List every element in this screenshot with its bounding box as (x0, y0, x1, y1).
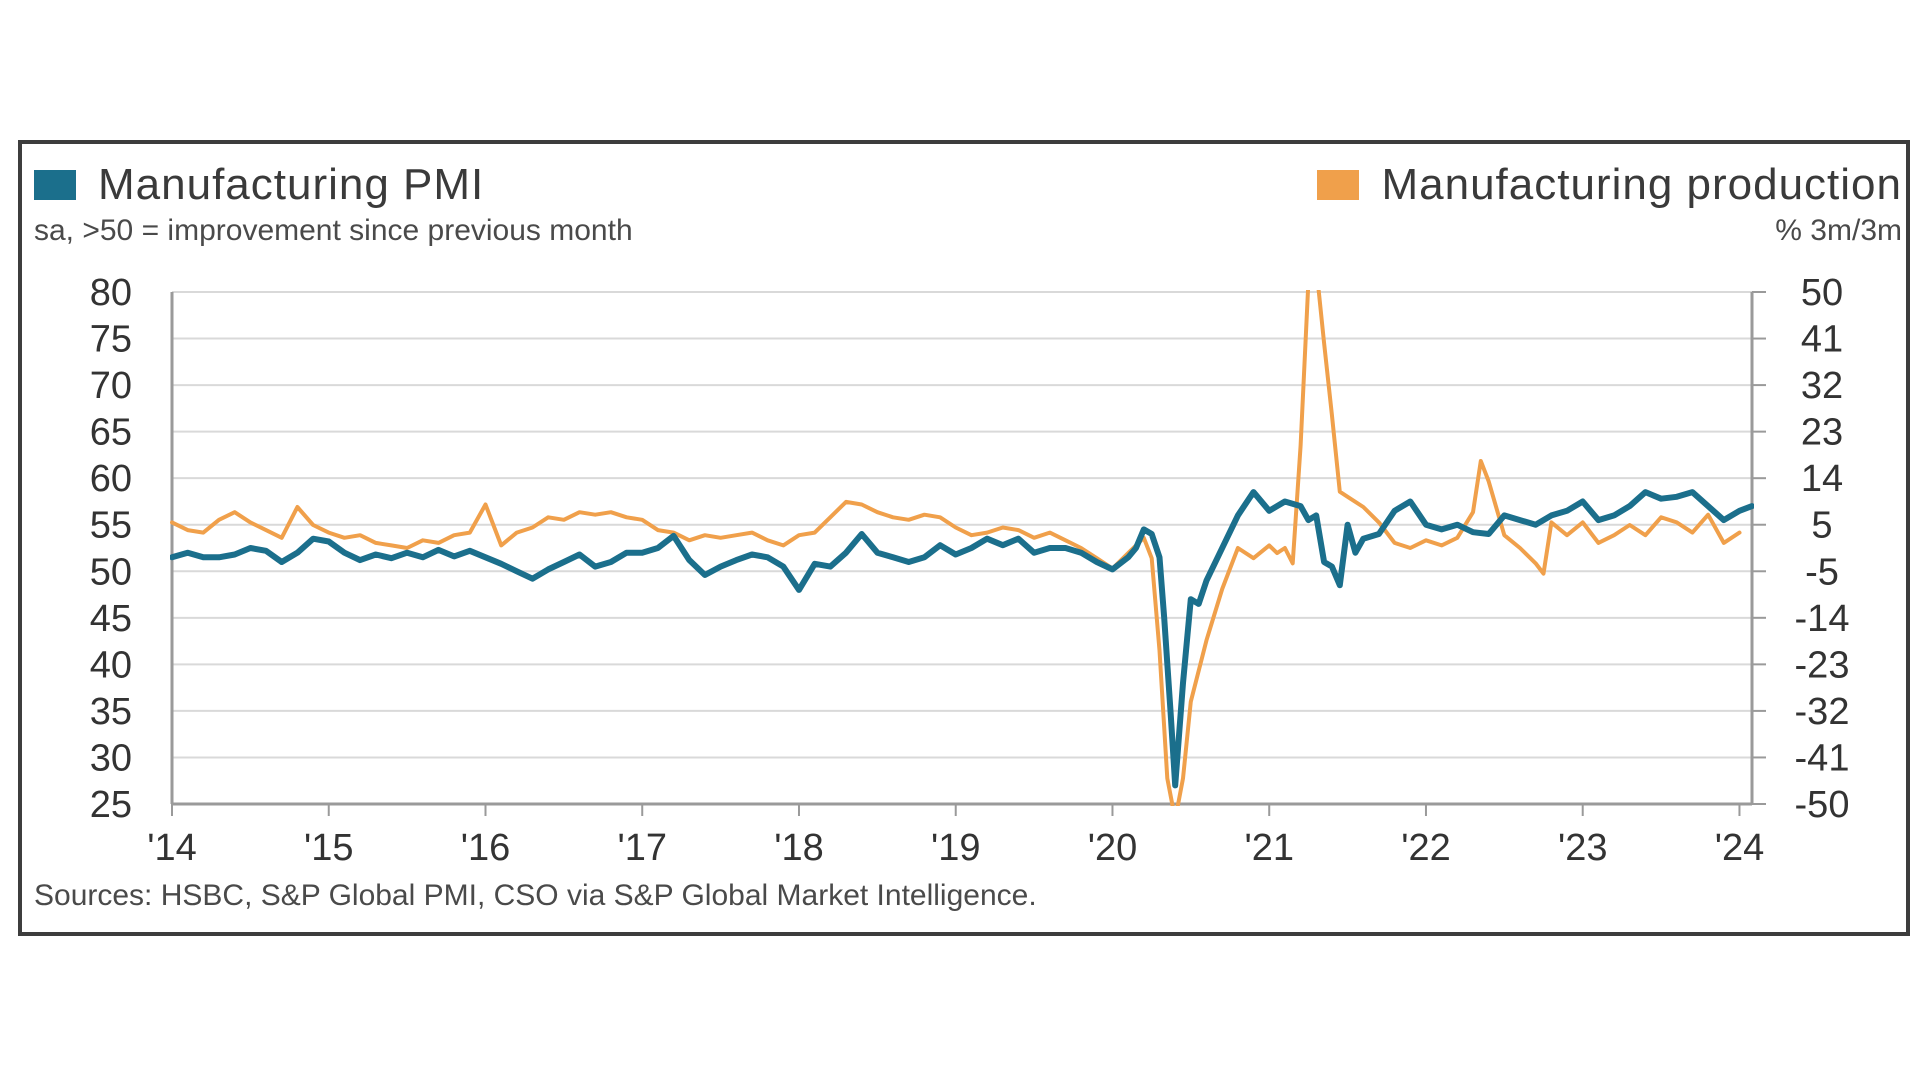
legend-production-label: Manufacturing production (1381, 160, 1902, 209)
x-tick-label: '21 (1244, 827, 1294, 869)
x-tick-label: '17 (617, 827, 667, 869)
y-left-tick-label: 30 (90, 737, 132, 779)
x-tick-label: '24 (1715, 827, 1765, 869)
y-right-tick-label: 41 (1801, 319, 1843, 361)
x-tick-label: '14 (147, 827, 197, 869)
legend-production: Manufacturing production (1317, 160, 1902, 210)
y-right-tick-label: -14 (1795, 598, 1850, 640)
y-right-tick-label: 50 (1801, 272, 1843, 314)
y-left-tick-label: 25 (90, 784, 132, 826)
left-axis-subtitle: sa, >50 = improvement since previous mon… (34, 214, 633, 247)
x-tick-label: '23 (1558, 827, 1608, 869)
legend-pmi-label: Manufacturing PMI (98, 160, 485, 209)
y-right-tick-label: -32 (1795, 691, 1850, 733)
x-tick-label: '19 (931, 827, 981, 869)
y-left-tick-label: 75 (90, 319, 132, 361)
x-tick-label: '22 (1401, 827, 1451, 869)
y-left-tick-label: 50 (90, 551, 132, 593)
y-left-tick-label: 60 (90, 458, 132, 500)
y-right-tick-label: -50 (1795, 784, 1850, 826)
legend-pmi: Manufacturing PMI (34, 160, 484, 210)
y-right-tick-label: -41 (1795, 737, 1850, 779)
y-right-tick-label: 14 (1801, 458, 1843, 500)
y-left-tick-label: 65 (90, 412, 132, 454)
y-right-tick-label: -23 (1795, 644, 1850, 686)
y-right-tick-label: 32 (1801, 365, 1843, 407)
y-left-tick-label: 55 (90, 505, 132, 547)
y-right-tick-label: -5 (1805, 551, 1839, 593)
x-tick-label: '15 (304, 827, 354, 869)
source-note: Sources: HSBC, S&P Global PMI, CSO via S… (34, 879, 1037, 912)
y-right-tick-label: 5 (1811, 505, 1832, 547)
y-left-tick-label: 35 (90, 691, 132, 733)
pmi-line (170, 489, 1754, 789)
y-left-tick-label: 40 (90, 644, 132, 686)
y-left-tick-label: 70 (90, 365, 132, 407)
x-tick-label: '20 (1088, 827, 1138, 869)
legend-pmi-swatch (34, 170, 76, 200)
y-left-tick-label: 80 (90, 272, 132, 314)
x-tick-label: '18 (774, 827, 824, 869)
right-axis-subtitle: % 3m/3m (1775, 214, 1902, 247)
legend-production-swatch (1317, 170, 1360, 200)
y-right-tick-label: 23 (1801, 412, 1843, 454)
x-tick-label: '16 (461, 827, 511, 869)
production-line (170, 290, 1742, 806)
chart-frame: Manufacturing PMI Manufacturing producti… (18, 140, 1910, 936)
y-left-tick-label: 45 (90, 598, 132, 640)
